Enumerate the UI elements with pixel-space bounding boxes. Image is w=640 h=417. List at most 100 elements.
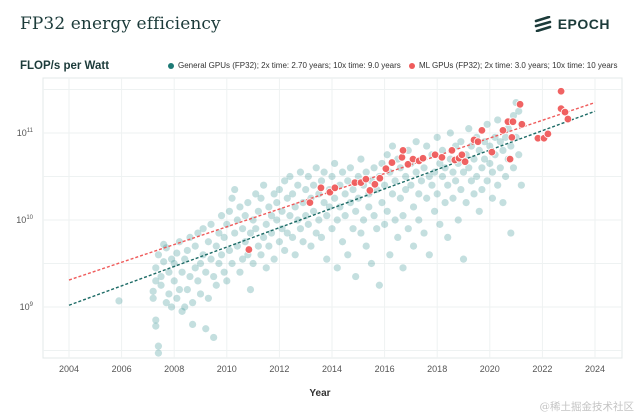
data-point-general	[388, 190, 397, 198]
data-point-ml	[508, 117, 518, 126]
data-point-general	[328, 172, 336, 181]
legend-item-general-gpus[interactable]: General GPUs (FP32); 2x time: 2.70 years…	[168, 61, 401, 70]
data-point-general	[344, 251, 352, 259]
data-point-general	[399, 264, 407, 272]
data-point-ml	[403, 160, 413, 169]
legend-label-general: General GPUs (FP32); 2x time: 2.70 years…	[178, 61, 401, 70]
legend-label-ml: ML GPUs (FP32); 2x time: 3.0 years; 10x …	[419, 61, 618, 70]
data-point-general	[260, 181, 268, 189]
x-axis-label: Year	[309, 388, 331, 399]
data-point-ml	[473, 137, 483, 146]
data-point-general	[423, 194, 431, 202]
data-point-general	[241, 238, 249, 246]
data-point-general	[157, 281, 165, 289]
data-point-general	[420, 229, 428, 237]
x-tick-label: 2018	[427, 364, 447, 374]
data-point-general	[270, 255, 278, 263]
data-point-general	[167, 303, 176, 311]
data-point-general	[359, 216, 368, 224]
data-point-general	[315, 216, 323, 224]
data-point-ml	[505, 154, 515, 164]
data-point-general	[275, 238, 283, 246]
data-point-general	[238, 255, 247, 263]
data-point-general	[383, 207, 391, 215]
data-point-general	[367, 259, 376, 268]
data-point-general	[257, 251, 265, 259]
data-point-ml	[477, 126, 487, 135]
data-point-general	[381, 181, 389, 189]
y-tick-label: 1010	[16, 215, 33, 225]
data-point-general	[115, 297, 123, 305]
brand-logo[interactable]: EPOCH	[534, 16, 610, 32]
data-point-general	[494, 116, 502, 124]
data-point-general	[273, 216, 281, 224]
data-point-general	[160, 240, 168, 248]
data-point-general	[304, 220, 312, 228]
x-tick-labels: 2004 2006 2008 2010 2012 2014 2016 2018 2020 2022…	[59, 364, 605, 374]
data-point-general	[207, 255, 215, 263]
data-point-ml	[437, 153, 447, 162]
data-point-general	[152, 322, 160, 330]
data-point-general	[191, 242, 199, 250]
data-point-general	[236, 203, 244, 211]
data-point-general	[220, 268, 228, 276]
data-point-general	[402, 185, 410, 194]
data-point-ml	[398, 146, 408, 155]
data-point-general	[365, 203, 373, 211]
data-point-general	[433, 190, 441, 198]
data-point-general	[407, 181, 415, 189]
data-point-general	[438, 146, 447, 154]
data-point-general	[341, 190, 349, 198]
data-point-general	[475, 207, 483, 215]
trend-line-general	[68, 110, 596, 306]
data-point-general	[196, 290, 205, 298]
data-point-general	[344, 177, 352, 185]
data-point-ml	[517, 120, 527, 129]
data-point-general	[357, 229, 365, 237]
watermark: @稀土掘金技术社区	[539, 401, 635, 413]
data-point-general	[299, 199, 307, 207]
legend-item-ml-gpus[interactable]: ML GPUs (FP32); 2x time: 3.0 years; 10x …	[409, 61, 617, 70]
data-point-general	[473, 172, 481, 181]
data-point-general	[304, 172, 312, 181]
data-point-general	[386, 251, 394, 259]
data-point-general	[173, 249, 181, 257]
x-tick-label: 2016	[375, 364, 395, 374]
data-point-ml	[387, 158, 397, 167]
data-point-general	[383, 151, 391, 159]
data-point-general	[454, 216, 462, 224]
data-point-general	[373, 225, 381, 233]
data-point-general	[309, 207, 318, 215]
data-point-general	[294, 181, 302, 189]
data-point-general	[323, 255, 331, 263]
data-point-general	[312, 229, 320, 237]
data-point-general	[302, 212, 310, 220]
data-point-general	[231, 229, 239, 237]
data-point-general	[254, 207, 262, 215]
x-tick-label: 2004	[59, 364, 79, 374]
data-point-general	[217, 212, 226, 220]
data-point-general	[323, 212, 331, 220]
data-point-general	[202, 325, 210, 333]
data-point-general	[507, 142, 515, 150]
data-point-general	[438, 172, 447, 181]
data-point-general	[507, 229, 515, 237]
data-point-general	[215, 259, 223, 268]
data-point-general	[483, 177, 491, 185]
data-point-general	[212, 242, 220, 250]
x-tick-label: 2010	[217, 364, 237, 374]
data-point-general	[175, 286, 184, 294]
data-point-general	[149, 294, 157, 302]
data-point-general	[338, 168, 347, 176]
data-point-general	[233, 216, 241, 224]
data-point-general	[154, 251, 163, 259]
data-point-general	[423, 142, 431, 150]
x-tick-label: 2024	[585, 364, 605, 374]
data-point-general	[378, 199, 386, 207]
data-point-general	[496, 164, 504, 172]
data-point-general	[412, 168, 420, 176]
data-point-ml	[507, 133, 517, 142]
data-point-general	[178, 307, 186, 315]
data-point-ml	[560, 107, 570, 117]
